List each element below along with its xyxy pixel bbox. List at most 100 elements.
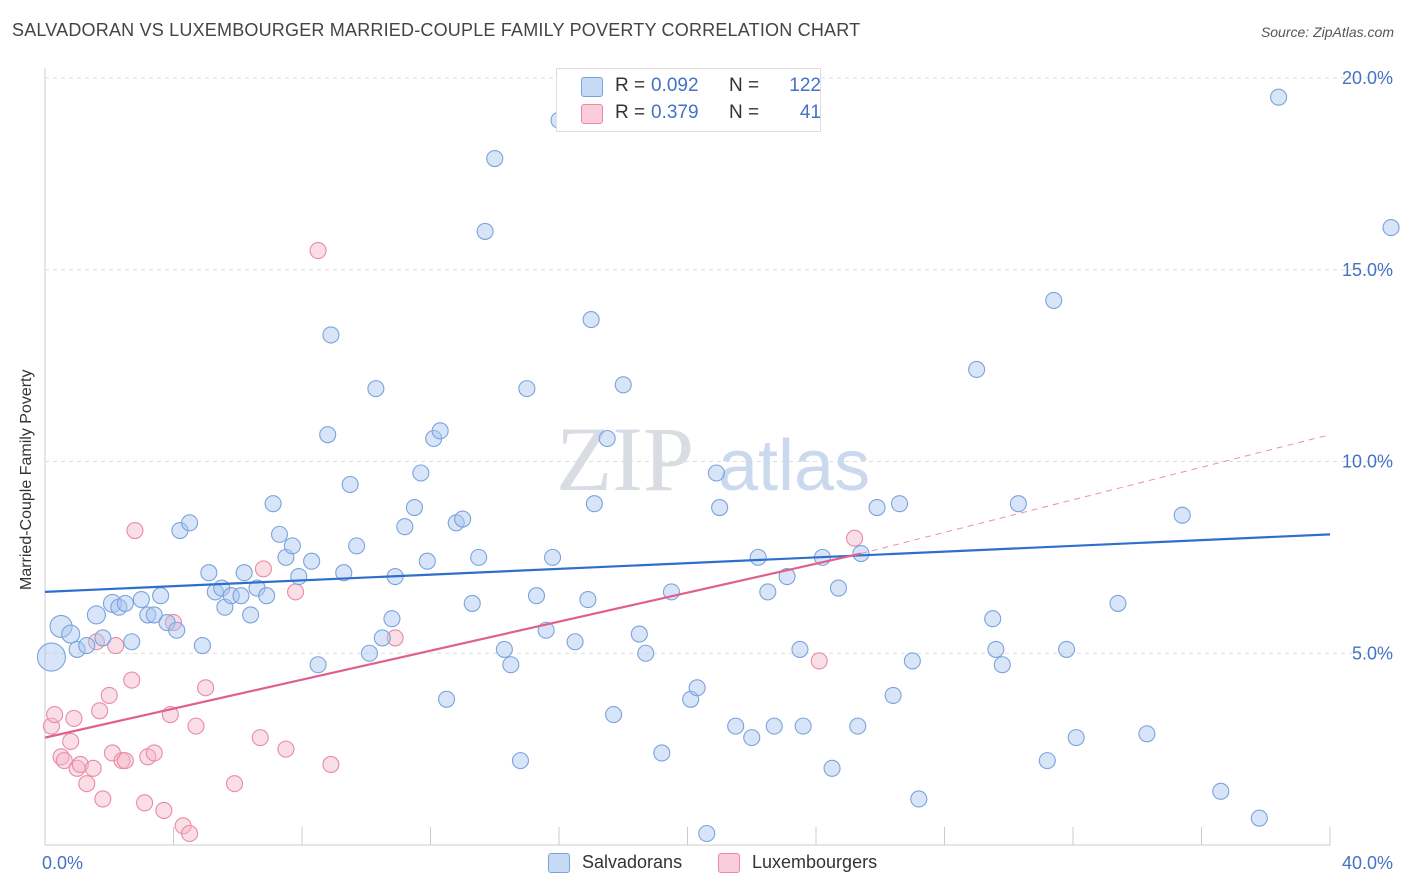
- salvadoran-point: [765, 717, 783, 735]
- salvadoran-point: [502, 656, 520, 674]
- salvadoran-point: [61, 624, 81, 644]
- salvadoran-point: [743, 729, 761, 747]
- salvadoran-point: [1212, 782, 1230, 800]
- luxembourger-point: [46, 706, 64, 724]
- salvadoran-point: [910, 790, 928, 808]
- salvadoran-point: [242, 606, 260, 624]
- legend-r-value: 0.092: [651, 75, 699, 96]
- salvadoran-point: [544, 548, 562, 566]
- salvadoran-point: [582, 311, 600, 329]
- salvadoran-point: [829, 579, 848, 597]
- salvadoran-point: [630, 625, 648, 643]
- y-tick-label: 15.0%: [1342, 260, 1393, 280]
- luxembourger-point: [225, 775, 244, 793]
- salvadoran-point: [463, 594, 481, 612]
- salvadoran-point: [868, 498, 886, 517]
- salvadoran-point: [984, 610, 1002, 628]
- salvadoran-trend-line: [44, 533, 1331, 593]
- salvadoran-point: [373, 629, 391, 647]
- salvadoran-point: [348, 537, 366, 555]
- luxembourger-trend-line: [44, 552, 862, 739]
- y-tick-label: 5.0%: [1352, 643, 1393, 663]
- salvadoran-point: [335, 564, 353, 582]
- salvadoran-point: [94, 629, 112, 647]
- salvadoran-point: [968, 360, 986, 379]
- watermark-zip: ZIP: [556, 408, 694, 510]
- salvadoran-point: [396, 518, 414, 536]
- y-tick-label: 10.0%: [1342, 452, 1393, 472]
- x-tick-label: 40.0%: [1342, 853, 1393, 873]
- salvadoran-point: [707, 464, 725, 482]
- salvadoran-point: [637, 644, 655, 662]
- salvadoran-point: [495, 640, 513, 658]
- salvadoran-point: [222, 587, 240, 605]
- y-tick-label: 20.0%: [1342, 68, 1393, 88]
- luxembourger-point: [810, 652, 828, 670]
- luxembourger-point: [251, 729, 269, 747]
- luxembourger-point: [187, 717, 205, 735]
- salvadoran-point: [168, 621, 186, 639]
- gridlines: [45, 77, 1392, 654]
- source-credit: Source: ZipAtlas.com: [1260, 24, 1394, 40]
- legend-n-value: 122: [789, 75, 821, 96]
- salvadoran-point: [688, 679, 706, 697]
- salvadoran-point: [383, 610, 401, 628]
- salvadoran-point: [823, 759, 841, 777]
- salvadoran-point: [987, 640, 1005, 658]
- luxembourger-point: [277, 740, 295, 758]
- salvadoran-point: [270, 525, 289, 543]
- salvadoran-point: [1138, 725, 1156, 743]
- tick-labels: 5.0% 10.0% 15.0% 20.0% 0.0% 40.0%: [42, 68, 1393, 873]
- salvadoran-point: [309, 656, 327, 674]
- salvadoran-point: [727, 717, 745, 735]
- luxembourger-point: [155, 801, 173, 820]
- luxembourger-point: [62, 732, 80, 751]
- salvadoran-point: [116, 594, 134, 612]
- salvadoran-point: [711, 498, 729, 517]
- legend-r-label: R =: [615, 75, 646, 96]
- salvadoran-point: [791, 640, 809, 658]
- luxembourger-point: [84, 759, 102, 777]
- legend-n-value: 41: [799, 102, 821, 123]
- salvadoran-point: [884, 686, 902, 704]
- salvadoran-point: [890, 495, 909, 513]
- legend-label-salvadorans: Salvadorans: [582, 852, 683, 872]
- salvadoran-point: [181, 514, 199, 532]
- salvadoran-point: [759, 583, 777, 601]
- luxembourger-point: [78, 775, 96, 793]
- salvadoran-point: [614, 376, 632, 394]
- salvadoran-point: [139, 606, 157, 624]
- legend-n-label: N =: [729, 102, 760, 123]
- salvadoran-point: [1109, 594, 1127, 612]
- salvadoran-point: [653, 744, 671, 762]
- legend-label-luxembourgers: Luxembourgers: [752, 852, 878, 872]
- salvadoran-point: [585, 495, 603, 513]
- salvadoran-point: [778, 567, 796, 586]
- salvadoran-point: [579, 591, 597, 609]
- legend-swatch-pink: [581, 104, 603, 124]
- salvadoran-point: [232, 587, 250, 605]
- salvadoran-point: [794, 717, 812, 735]
- luxembourger-point: [287, 583, 305, 601]
- salvadoran-point: [200, 564, 218, 582]
- salvadoran-point: [454, 510, 472, 528]
- salvadoran-point: [258, 587, 276, 605]
- legend-swatch-blue: [548, 853, 570, 873]
- salvadoran-point: [264, 495, 282, 513]
- salvadoran-point: [1045, 291, 1063, 309]
- salvadoran-point: [1173, 506, 1191, 524]
- salvadoran-point: [438, 690, 456, 708]
- salvadoran-point: [418, 552, 436, 570]
- luxembourger-point: [845, 529, 864, 547]
- salvadoran-point: [412, 464, 430, 482]
- luxembourger-point: [107, 637, 125, 655]
- luxembourger-point: [197, 679, 215, 697]
- salvadoran-point: [36, 642, 66, 672]
- luxembourger-point: [116, 752, 134, 770]
- salvadoran-point: [341, 475, 359, 494]
- salvadoran-point: [235, 564, 253, 582]
- salvadoran-point: [518, 380, 536, 398]
- salvadoran-point: [527, 587, 546, 605]
- salvadoran-point: [486, 149, 504, 168]
